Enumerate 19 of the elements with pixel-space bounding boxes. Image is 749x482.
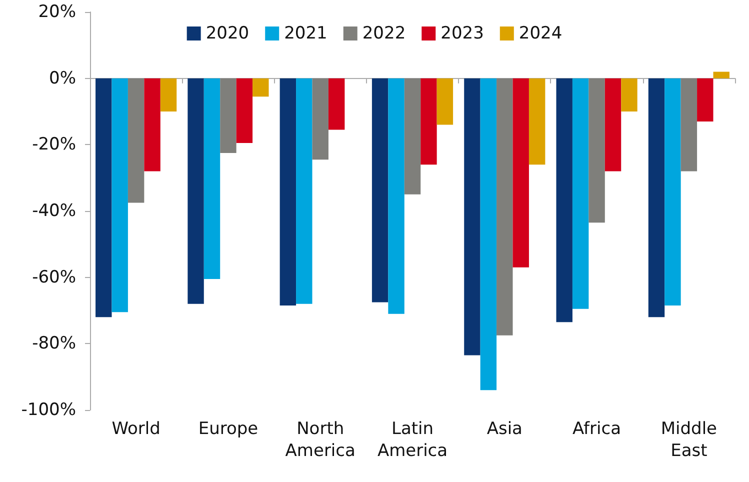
legend-label: 2020 — [206, 24, 250, 44]
x-tick-label: Middle East — [660, 419, 718, 461]
legend-label: 2022 — [362, 24, 406, 44]
y-tick-label: -60% — [32, 267, 76, 288]
y-tick-label: -20% — [32, 134, 76, 155]
x-tick-label: Africa — [572, 419, 622, 439]
x-tick-label: Latin America — [377, 419, 448, 461]
x-tick-label: North America — [285, 419, 356, 461]
y-tick-label: 20% — [38, 2, 76, 22]
legend-label: 2021 — [284, 24, 328, 44]
x-tick-label: Asia — [486, 419, 522, 439]
y-tick-label: -40% — [32, 201, 76, 221]
y-tick-label: 0% — [49, 68, 76, 88]
y-tick-label: -100% — [21, 400, 76, 420]
x-tick-label: World — [112, 419, 160, 439]
x-tick-label: Europe — [198, 419, 258, 439]
legend-label: 2023 — [440, 24, 484, 44]
legend-label: 2024 — [518, 24, 562, 44]
y-tick-label: -80% — [32, 334, 76, 354]
